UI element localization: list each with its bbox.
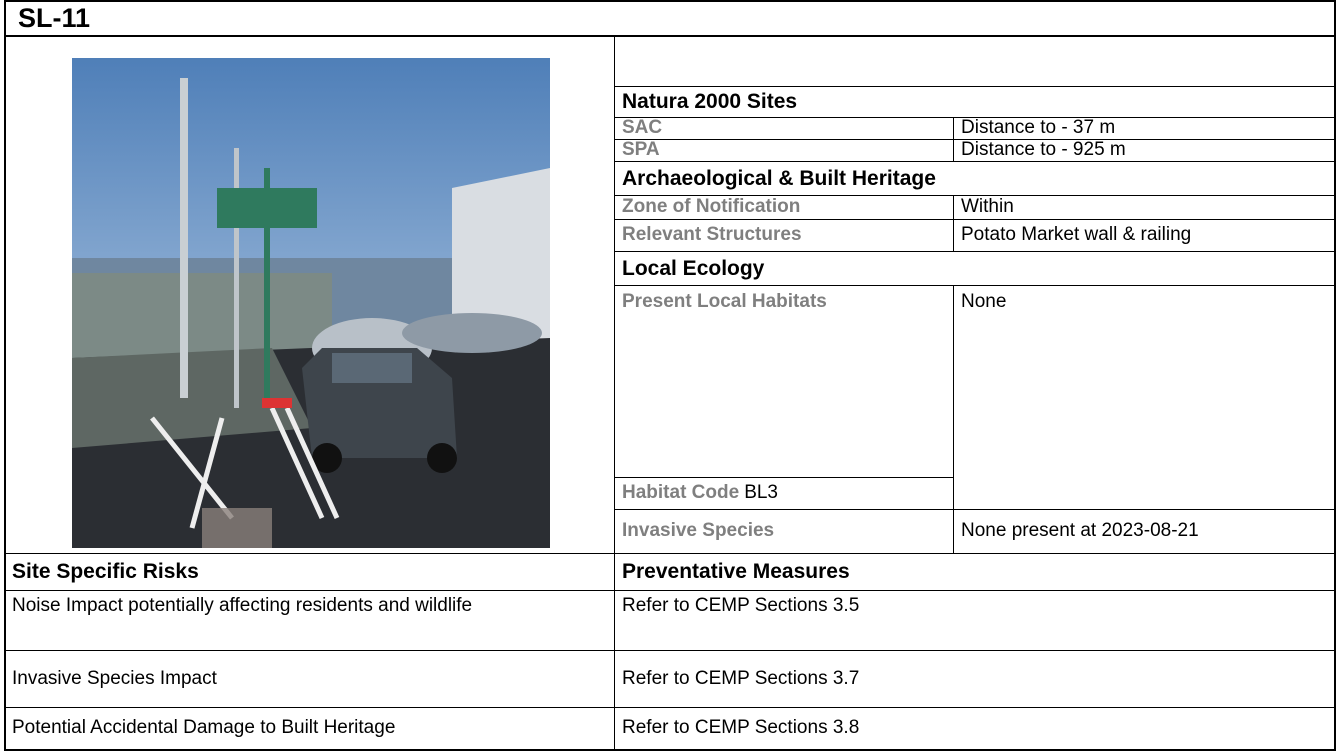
section-heading: Archaeological & Built Heritage (614, 161, 1336, 196)
row-label: SAC (614, 117, 954, 140)
measure-cell: Refer to CEMP Sections 3.7 (614, 650, 1336, 708)
column-header: Preventative Measures (614, 553, 1336, 591)
row-value: Within (953, 195, 1336, 220)
row-label: Present Local Habitats (614, 285, 954, 478)
measure-cell: Refer to CEMP Sections 3.5 (614, 590, 1336, 651)
risk-cell: Potential Accidental Damage to Built Her… (4, 707, 615, 751)
row-label: Zone of Notification (614, 195, 954, 220)
row-value: None present at 2023-08-21 (953, 509, 1336, 554)
row-value: None (953, 285, 1336, 510)
row-label: SPA (614, 139, 954, 162)
risk-cell: Invasive Species Impact (4, 650, 615, 708)
photo-cell (4, 36, 615, 554)
page: SL-11 Natura 2000 Sites SAC Distance to … (0, 0, 1341, 751)
row-label: Invasive Species (614, 509, 954, 554)
row-label: Relevant Structures (614, 219, 954, 252)
row-value: Distance to - 925 m (953, 139, 1336, 162)
row-label: Habitat Code (622, 483, 739, 504)
row-value: Potato Market wall & railing (953, 219, 1336, 252)
site-photo (72, 58, 550, 548)
risk-cell: Noise Impact potentially affecting resid… (4, 590, 615, 651)
section-heading: Local Ecology (614, 251, 1336, 286)
site-title: SL-11 (4, 0, 1336, 37)
row-value: BL3 (744, 483, 778, 504)
measure-cell: Refer to CEMP Sections 3.8 (614, 707, 1336, 751)
column-header: Site Specific Risks (4, 553, 615, 591)
section-heading: Natura 2000 Sites (614, 86, 1336, 118)
row-value: Distance to - 37 m (953, 117, 1336, 140)
